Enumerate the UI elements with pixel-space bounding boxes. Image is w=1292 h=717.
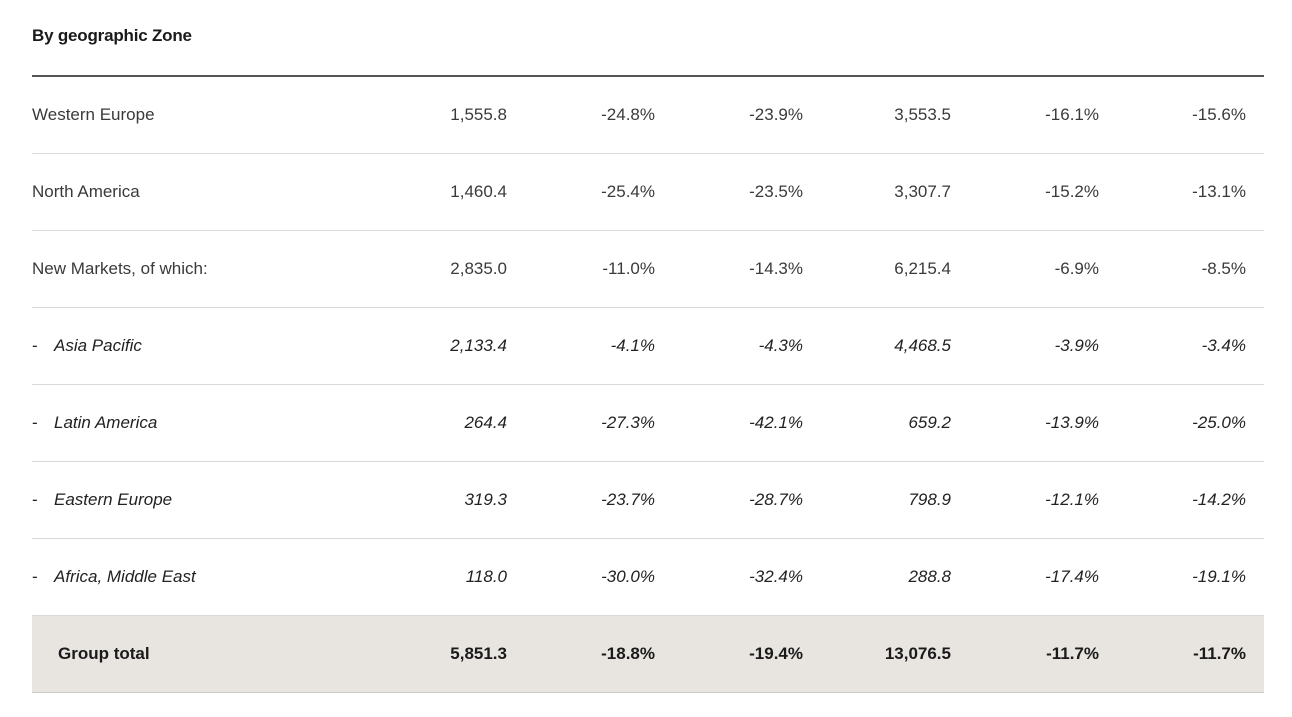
- value-cell: -11.7%: [1046, 644, 1099, 663]
- table-row-new-markets: New Markets, of which: 2,835.0 -11.0% -1…: [32, 231, 1264, 308]
- row-label: New Markets, of which:: [32, 259, 208, 278]
- sub-item-dash: -: [32, 567, 38, 586]
- table-row-north-america: North America 1,460.4 -25.4% -23.5% 3,30…: [32, 154, 1264, 231]
- value-cell: 319.3: [464, 490, 507, 509]
- table-row-western-europe: Western Europe 1,555.8 -24.8% -23.9% 3,5…: [32, 77, 1264, 154]
- value-cell: 2,133.4: [450, 336, 507, 355]
- value-cell: -11.0%: [602, 259, 655, 278]
- row-label-text: Africa, Middle East: [54, 567, 196, 586]
- value-cell: -17.4%: [1045, 567, 1099, 586]
- value-cell: -42.1%: [749, 413, 803, 432]
- value-cell: -19.4%: [749, 644, 803, 663]
- table-row-asia-pacific: - Asia Pacific 2,133.4 -4.1% -4.3% 4,468.…: [32, 308, 1264, 385]
- table-row-group-total: Group total 5,851.3 -18.8% -19.4% 13,076…: [32, 616, 1264, 693]
- value-cell: -6.9%: [1054, 259, 1099, 278]
- value-cell: 4,468.5: [894, 336, 951, 355]
- row-label-text: Latin America: [54, 413, 158, 432]
- row-label: Western Europe: [32, 105, 155, 124]
- value-cell: -4.1%: [610, 336, 655, 355]
- row-label: Group total: [58, 644, 150, 663]
- row-label: - Eastern Europe: [32, 462, 172, 538]
- row-label-text: Asia Pacific: [54, 336, 142, 355]
- row-label: - Asia Pacific: [32, 308, 142, 384]
- row-label-text: Eastern Europe: [54, 490, 173, 509]
- value-cell: -30.0%: [601, 567, 655, 586]
- value-cell: 13,076.5: [884, 644, 951, 663]
- value-cell: 6,215.4: [894, 259, 951, 278]
- value-cell: -19.1%: [1192, 567, 1246, 586]
- value-cell: -25.4%: [601, 182, 655, 201]
- value-cell: -8.5%: [1201, 259, 1246, 278]
- value-cell: -32.4%: [749, 567, 803, 586]
- row-label: North America: [32, 182, 140, 201]
- value-cell: -11.7%: [1193, 644, 1246, 663]
- value-cell: -23.5%: [749, 182, 803, 201]
- table-row-eastern-europe: - Eastern Europe 319.3 -23.7% -28.7% 798.…: [32, 462, 1264, 539]
- value-cell: -28.7%: [749, 490, 803, 509]
- value-cell: 3,553.5: [894, 105, 951, 124]
- section-heading: By geographic Zone: [32, 26, 192, 45]
- value-cell: 798.9: [908, 490, 951, 509]
- table-row-africa-middle-east: - Africa, Middle East 118.0 -30.0% -32.4%…: [32, 539, 1264, 616]
- value-cell: -16.1%: [1045, 105, 1099, 124]
- value-cell: 5,851.3: [450, 644, 507, 663]
- value-cell: 2,835.0: [450, 259, 507, 278]
- value-cell: -18.8%: [601, 644, 655, 663]
- row-label: - Latin America: [32, 385, 157, 461]
- value-cell: -4.3%: [758, 336, 803, 355]
- value-cell: -14.2%: [1192, 490, 1246, 509]
- value-cell: 288.8: [908, 567, 951, 586]
- row-label: - Africa, Middle East: [32, 539, 196, 615]
- value-cell: 1,555.8: [450, 105, 507, 124]
- value-cell: 1,460.4: [450, 182, 507, 201]
- value-cell: -27.3%: [601, 413, 655, 432]
- value-cell: -3.4%: [1201, 336, 1246, 355]
- value-cell: -12.1%: [1045, 490, 1099, 509]
- table-row-latin-america: - Latin America 264.4 -27.3% -42.1% 659.2…: [32, 385, 1264, 462]
- value-cell: 3,307.7: [894, 182, 951, 201]
- value-cell: -25.0%: [1192, 413, 1246, 432]
- sub-item-dash: -: [32, 490, 38, 509]
- value-cell: -14.3%: [749, 259, 803, 278]
- value-cell: 659.2: [908, 413, 951, 432]
- value-cell: 264.4: [464, 413, 507, 432]
- value-cell: -3.9%: [1054, 336, 1099, 355]
- value-cell: -13.9%: [1045, 413, 1099, 432]
- sub-item-dash: -: [32, 336, 38, 355]
- value-cell: -23.9%: [749, 105, 803, 124]
- sub-item-dash: -: [32, 413, 38, 432]
- value-cell: -15.2%: [1045, 182, 1099, 201]
- value-cell: -23.7%: [601, 490, 655, 509]
- geographic-zone-table: Western Europe 1,555.8 -24.8% -23.9% 3,5…: [32, 75, 1264, 693]
- value-cell: -13.1%: [1192, 182, 1246, 201]
- value-cell: -15.6%: [1192, 105, 1246, 124]
- value-cell: 118.0: [465, 567, 507, 586]
- value-cell: -24.8%: [601, 105, 655, 124]
